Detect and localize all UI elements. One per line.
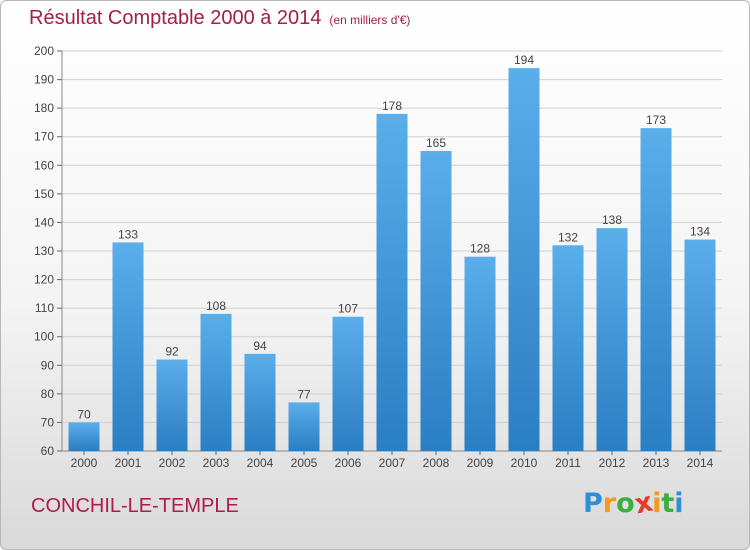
data-label-2003: 108 — [206, 299, 226, 313]
chart-title: Résultat Comptable 2000 à 2014 (en millie… — [29, 7, 410, 30]
bar-2002 — [156, 359, 188, 451]
x-tick-label: 2006 — [335, 456, 362, 470]
x-tick-label: 2002 — [159, 456, 186, 470]
bar-2011 — [552, 245, 584, 451]
bar-2004 — [244, 353, 276, 451]
x-tick-label: 2007 — [379, 456, 406, 470]
data-label-2011: 132 — [558, 230, 578, 244]
labels: 60 70 80 90 100 110 120 130 140 150 160 170 180 190 20… — [34, 44, 714, 470]
x-tick-label: 2010 — [511, 456, 538, 470]
y-tick-label: 160 — [34, 158, 54, 172]
bars — [68, 68, 716, 452]
bar-2010 — [508, 68, 540, 452]
data-label-2005: 77 — [297, 387, 311, 401]
logo-letter: t — [661, 488, 675, 519]
data-label-2007: 178 — [382, 99, 402, 113]
logo-letter: o — [616, 488, 635, 519]
y-tick-label: 170 — [34, 130, 54, 144]
bar-2005 — [288, 402, 320, 451]
y-tick-label: 60 — [41, 444, 55, 458]
y-tick-label: 180 — [34, 101, 54, 115]
commune-name: CONCHIL-LE-TEMPLE — [31, 495, 239, 517]
y-tick-label: 90 — [41, 358, 55, 372]
x-tick-label: 2008 — [423, 456, 450, 470]
proxiti-logo: Proxiti — [583, 487, 684, 521]
data-label-2014: 134 — [690, 225, 710, 239]
x-tick-label: 2003 — [203, 456, 230, 470]
x-tick-label: 2011 — [555, 456, 581, 470]
x-tick-label: 2013 — [643, 456, 670, 470]
logo-letter: r — [602, 488, 617, 519]
y-tick-label: 70 — [41, 415, 55, 429]
x-tick-label: 2005 — [291, 456, 318, 470]
data-label-2006: 107 — [338, 302, 358, 316]
y-tick-label: 120 — [34, 273, 54, 287]
data-label-2010: 194 — [514, 53, 534, 67]
chart-title-text: Résultat Comptable 2000 à 2014 — [29, 7, 322, 29]
bar-2006 — [332, 316, 364, 451]
bar-2013 — [640, 128, 672, 451]
x-tick-label: 2001 — [115, 456, 142, 470]
data-label-2012: 138 — [602, 213, 622, 227]
bar-2003 — [200, 313, 232, 451]
y-tick-label: 80 — [41, 387, 55, 401]
bar-2000 — [68, 422, 100, 451]
logo-letter: i — [674, 488, 684, 519]
chart-units: (en milliers d'€) — [329, 13, 411, 27]
x-tick-label: 2009 — [467, 456, 494, 470]
y-tick-label: 110 — [35, 301, 54, 315]
data-label-2013: 173 — [646, 113, 666, 127]
data-label-2004: 94 — [253, 339, 267, 353]
data-label-2001: 133 — [118, 227, 138, 241]
logo-letter: P — [583, 488, 603, 519]
bar-2014 — [684, 239, 716, 451]
bar-2001 — [112, 242, 144, 451]
data-label-2000: 70 — [77, 407, 91, 421]
x-tick-label: 2004 — [247, 456, 274, 470]
y-tick-label: 190 — [34, 73, 54, 87]
x-tick-label: 2014 — [687, 456, 714, 470]
x-tick-label: 2000 — [71, 456, 98, 470]
data-label-2009: 128 — [470, 242, 490, 256]
bar-2008 — [420, 151, 452, 451]
bar-2007 — [376, 113, 408, 451]
bar-2012 — [596, 228, 628, 451]
logo-letter: i — [652, 488, 662, 519]
y-tick-label: 100 — [34, 330, 54, 344]
y-tick-label: 150 — [34, 187, 54, 201]
data-label-2008: 165 — [426, 136, 446, 150]
bar-2009 — [464, 256, 496, 451]
x-tick-label: 2012 — [599, 456, 626, 470]
y-tick-label: 140 — [34, 215, 54, 229]
y-tick-label: 200 — [34, 44, 54, 58]
y-tick-label: 130 — [34, 244, 54, 258]
data-label-2002: 92 — [165, 345, 179, 359]
